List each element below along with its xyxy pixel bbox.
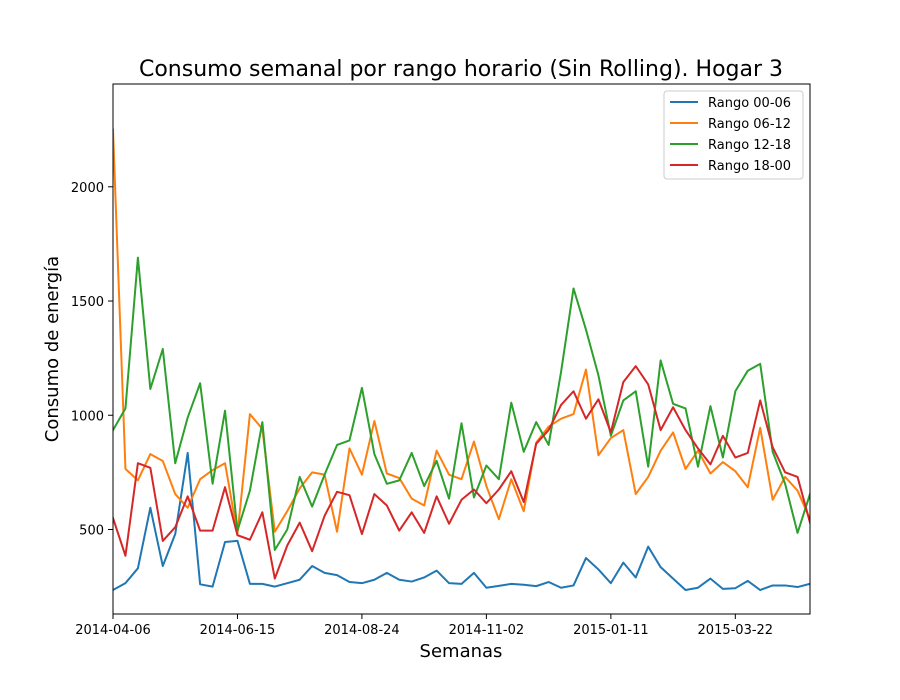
legend-box [663,90,804,180]
plot-lines [113,128,810,592]
y-axis-label: Consumo de energía [42,256,63,442]
x-tick-label: 2014-11-02 [449,623,525,638]
x-tick-label: 2014-08-24 [324,623,400,638]
x-tick-label: 2014-06-15 [200,623,276,638]
legend-label: Rango 12-18 [708,138,791,153]
y-tick-label: 1500 [71,295,104,310]
y-tick-label: 1000 [71,409,104,424]
y-tick-label: 2000 [71,181,104,196]
x-axis-ticks: 2014-04-06 2014-06-15 2014-08-24 2014-11-02… [75,614,773,638]
x-axis-label: Semanas [420,641,503,662]
y-axis-ticks: 500 1000 1500 2000 [71,181,113,538]
legend-label: Rango 06-12 [708,117,791,132]
legend-label: Rango 18-00 [708,159,791,174]
legend: Rango 00-06 Rango 06-12 Rango 12-18 Rango 1… [663,90,804,180]
x-tick-label: 2015-03-22 [698,623,774,638]
series-line-1 [113,451,810,592]
legend-label: Rango 00-06 [708,96,791,111]
chart-title: Consumo semanal por rango horario (Sin R… [139,57,783,82]
x-tick-label: 2015-01-11 [573,623,649,638]
series-line-2 [113,128,810,536]
series-line-4 [113,365,810,580]
y-tick-label: 500 [79,523,104,538]
x-tick-label: 2014-04-06 [75,623,151,638]
series-line-3 [113,256,810,552]
plot-frame [112,83,811,615]
